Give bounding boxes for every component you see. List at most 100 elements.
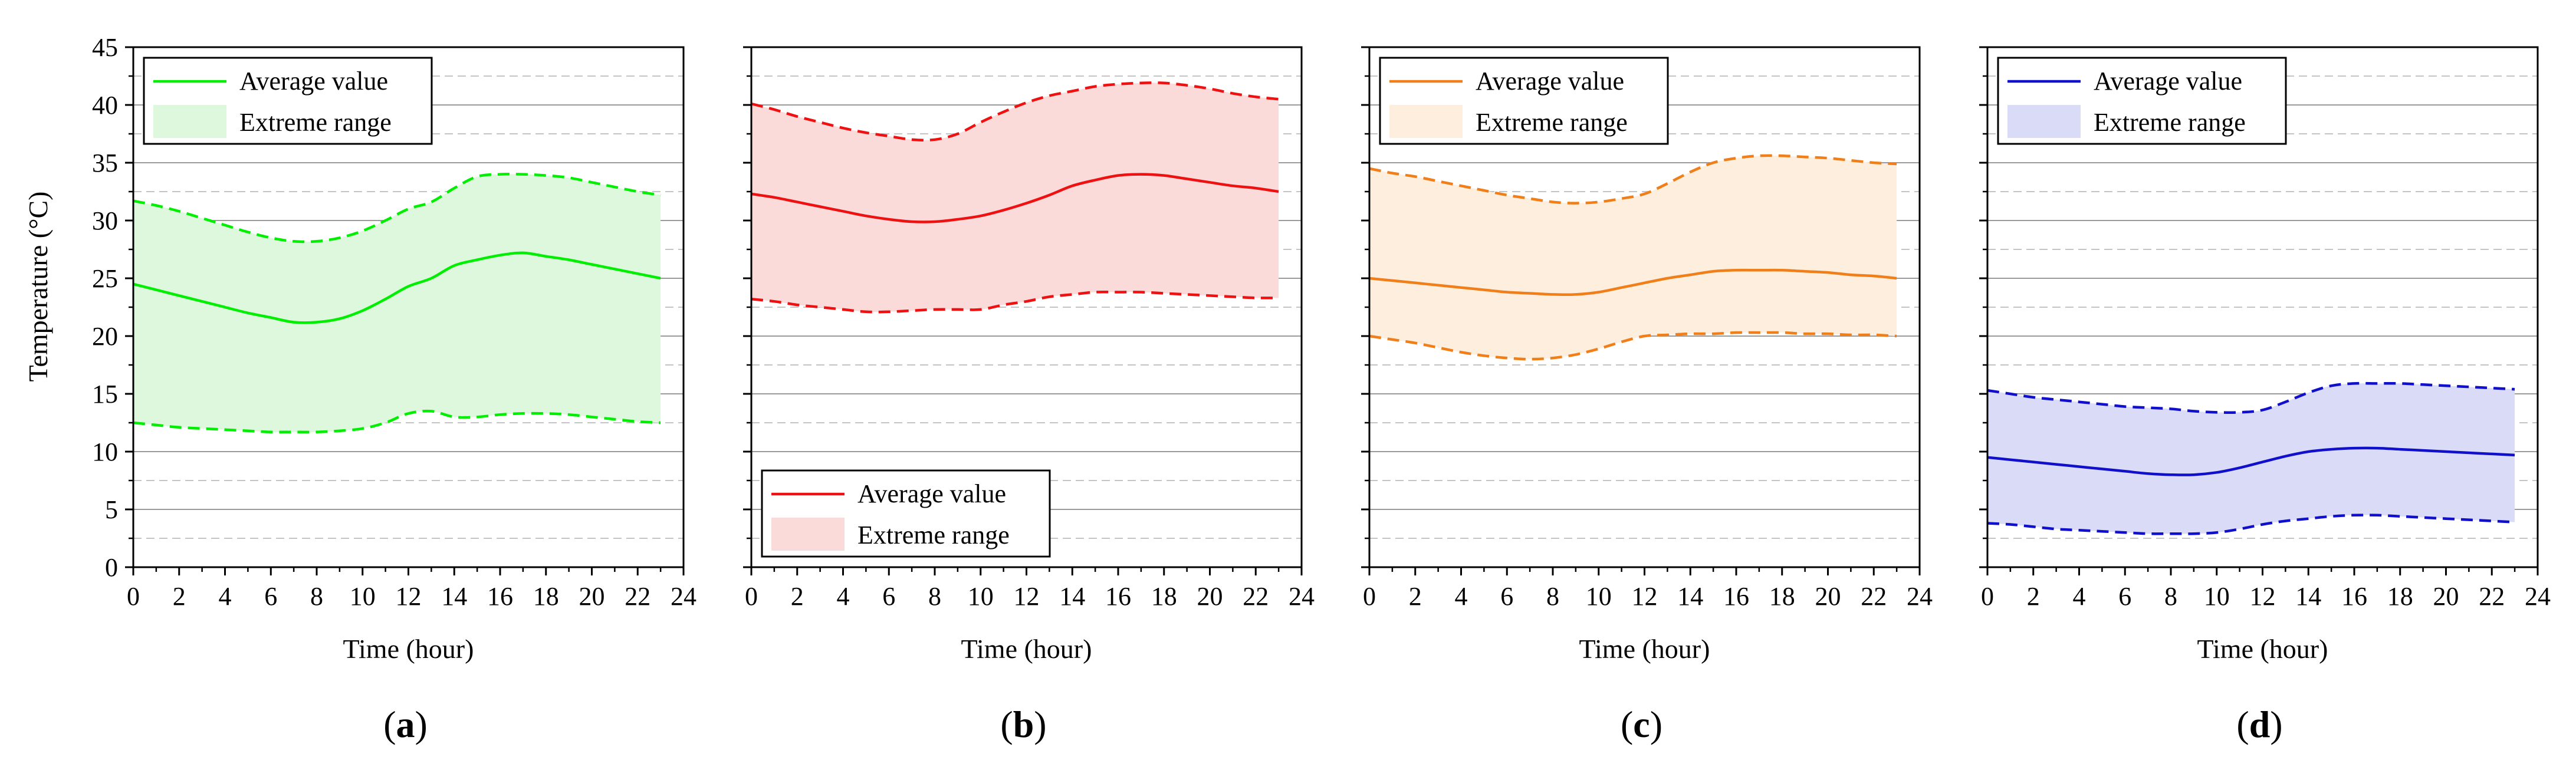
legend-fill-swatch <box>771 518 845 551</box>
x-tick-label: 8 <box>928 582 941 611</box>
x-tick-label: 0 <box>745 582 758 611</box>
y-tick-label: 45 <box>92 33 118 62</box>
legend-entry-average: Average value <box>2094 67 2242 96</box>
panel-label: (a) <box>383 703 428 745</box>
x-tick-label: 18 <box>1769 582 1795 611</box>
x-tick-label: 24 <box>1907 582 1933 611</box>
extreme-lower-line <box>751 290 1279 314</box>
y-tick-label: 15 <box>92 380 118 409</box>
y-tick-label: 35 <box>92 149 118 177</box>
x-tick-label: 12 <box>396 582 422 611</box>
x-tick-label: 18 <box>533 582 559 611</box>
legend-entry-average: Average value <box>1476 67 1624 96</box>
x-tick-label: 18 <box>1151 582 1177 611</box>
x-tick-label: 22 <box>2479 582 2505 611</box>
x-axis-label: Time (hour) <box>343 634 474 664</box>
x-tick-label: 22 <box>1861 582 1887 611</box>
x-tick-label: 20 <box>579 582 605 611</box>
x-tick-label: 6 <box>882 582 895 611</box>
x-tick-label: 24 <box>1289 582 1315 611</box>
x-axis-label: Time (hour) <box>1579 634 1710 664</box>
x-tick-label: 20 <box>1815 582 1841 611</box>
extreme-upper-line <box>133 172 661 243</box>
x-tick-label: 6 <box>264 582 277 611</box>
extreme-range-band <box>1369 155 1897 360</box>
x-tick-label: 16 <box>2341 582 2367 611</box>
legend-entry-extreme: Extreme range <box>1476 108 1628 137</box>
x-tick-label: 12 <box>1014 582 1040 611</box>
legend-entry-extreme: Extreme range <box>239 108 392 137</box>
extreme-lower-line <box>1369 331 1897 361</box>
x-tick-label: 10 <box>2204 582 2230 611</box>
x-tick-label: 20 <box>1197 582 1223 611</box>
extreme-upper-line <box>751 81 1279 142</box>
legend: Average value Extreme range <box>761 469 1051 558</box>
x-tick-label: 14 <box>441 582 467 611</box>
x-tick-label: 0 <box>127 582 140 611</box>
legend-entry-average: Average value <box>857 479 1006 508</box>
x-tick-label: 24 <box>2525 582 2551 611</box>
x-axis-label: Time (hour) <box>2197 634 2328 664</box>
legend-entry-extreme: Extreme range <box>857 521 1010 549</box>
x-tick-label: 18 <box>2387 582 2413 611</box>
average-value-line <box>751 173 1279 223</box>
panel-label-letter: b <box>1013 703 1034 745</box>
legend-fill-swatch <box>1389 105 1463 138</box>
legend-fill-swatch <box>153 105 226 138</box>
extreme-range-band <box>1987 383 2515 534</box>
y-axis-label: Temperature (°C) <box>23 192 53 382</box>
x-tick-label: 10 <box>968 582 994 611</box>
x-tick-label: 10 <box>1586 582 1612 611</box>
x-tick-label: 16 <box>1105 582 1131 611</box>
legend: Average value Extreme range <box>143 57 433 145</box>
y-tick-label: 5 <box>105 495 118 524</box>
y-tick-label: 10 <box>92 437 118 466</box>
x-tick-label: 16 <box>1723 582 1749 611</box>
x-tick-label: 4 <box>1455 582 1468 611</box>
x-tick-label: 24 <box>671 582 696 611</box>
x-tick-label: 2 <box>1409 582 1422 611</box>
x-tick-label: 4 <box>2073 582 2086 611</box>
legend-entry-average: Average value <box>239 67 388 96</box>
legend-fill-swatch <box>2007 105 2081 138</box>
y-tick-label: 0 <box>105 553 118 582</box>
x-tick-label: 16 <box>487 582 513 611</box>
average-value-line <box>1987 446 2515 476</box>
x-tick-label: 10 <box>350 582 376 611</box>
panel-label-letter: d <box>2249 703 2271 745</box>
x-tick-label: 14 <box>1677 582 1703 611</box>
y-tick-label: 20 <box>92 322 118 351</box>
average-value-line <box>133 251 661 324</box>
extreme-lower-line <box>133 409 661 434</box>
x-tick-label: 22 <box>1243 582 1269 611</box>
extreme-upper-line <box>1987 381 2515 414</box>
extreme-range-band <box>133 174 661 432</box>
x-tick-label: 12 <box>1632 582 1658 611</box>
x-tick-label: 2 <box>2027 582 2040 611</box>
chart-panels: 0 2 4 6 8 10 12 14 16 18 20 22 24051015202530354045T… <box>92 33 2551 745</box>
x-tick-label: 8 <box>310 582 323 611</box>
x-tick-label: 20 <box>2433 582 2459 611</box>
panel-a: 0 2 4 6 8 10 12 14 16 18 20 22 24051015202530354045T… <box>92 33 696 745</box>
x-tick-label: 8 <box>1546 582 1559 611</box>
panel-label-letter: c <box>1633 703 1650 745</box>
panel-label: (b) <box>1000 703 1046 745</box>
legend: Average value Extreme range <box>1997 57 2287 145</box>
x-tick-label: 8 <box>2164 582 2177 611</box>
y-tick-label: 30 <box>92 206 118 235</box>
x-tick-label: 6 <box>1500 582 1513 611</box>
legend: Average value Extreme range <box>1379 57 1669 145</box>
x-tick-label: 2 <box>791 582 804 611</box>
x-tick-label: 22 <box>625 582 650 611</box>
average-value-line <box>1369 268 1897 297</box>
x-tick-label: 0 <box>1363 582 1376 611</box>
x-tick-label: 14 <box>2295 582 2321 611</box>
panel-label: (d) <box>2236 703 2282 745</box>
x-tick-label: 14 <box>1059 582 1085 611</box>
panel-label: (c) <box>1621 703 1662 745</box>
x-tick-label: 12 <box>2250 582 2276 611</box>
